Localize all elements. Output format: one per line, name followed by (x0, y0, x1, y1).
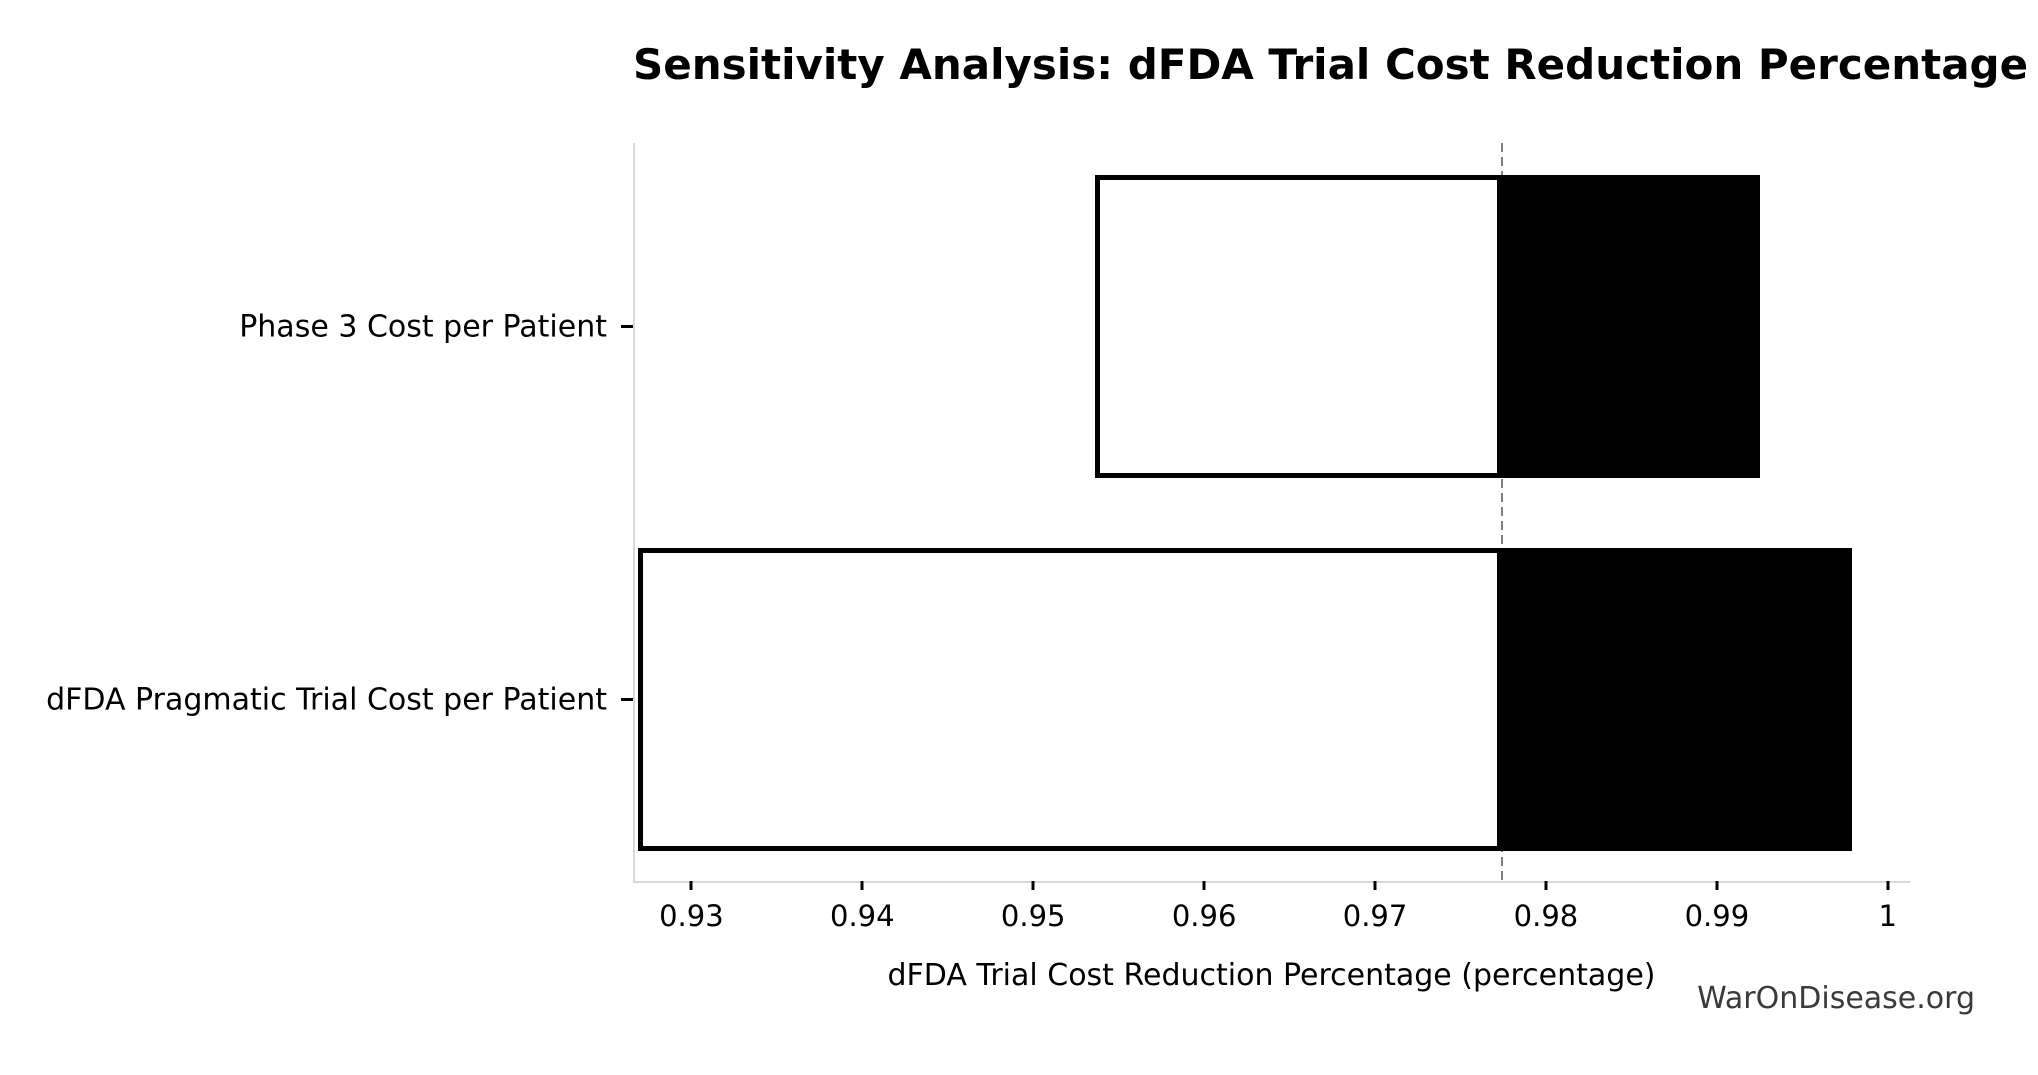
bar-high-segment (1501, 175, 1760, 478)
x-tick-label: 0.97 (1342, 899, 1408, 933)
bar-high-segment (1501, 548, 1852, 851)
plot-area: 0.93 0.94 0.95 0.96 0.97 0.98 0.99 1 (621, 143, 1910, 933)
x-axis-ticks: 0.93 0.94 0.95 0.96 0.97 0.98 0.99 1 (635, 143, 1910, 933)
x-tick-mark (1715, 881, 1719, 890)
y-tick-mark (621, 325, 633, 328)
y-category-label: dFDA Pragmatic Trial Cost per Patient (46, 682, 607, 717)
x-tick-mark (1031, 881, 1035, 890)
x-tick-label: 0.98 (1513, 899, 1579, 933)
x-tick-mark (1373, 881, 1377, 890)
x-tick-label: 0.93 (659, 899, 724, 933)
x-tick-label: 0.94 (830, 899, 895, 933)
x-tick-mark (1886, 881, 1890, 890)
watermark-text: WarOnDisease.org (1697, 981, 1975, 1016)
x-tick-mark (689, 881, 693, 890)
x-tick-label: 0.96 (1171, 899, 1237, 933)
y-tick-mark (621, 698, 633, 701)
y-category-label: Phase 3 Cost per Patient (239, 309, 607, 344)
chart-title: Sensitivity Analysis: dFDA Trial Cost Re… (633, 40, 2029, 89)
x-tick-label: 0.95 (1000, 899, 1066, 933)
x-tick-mark (1544, 881, 1548, 890)
bar-low-segment (638, 548, 1502, 851)
x-axis-label: dFDA Trial Cost Reduction Percentage (pe… (887, 958, 1656, 993)
baseline-dashed-line (1500, 143, 1503, 881)
bar-low-segment (1094, 175, 1502, 478)
x-tick-mark (860, 881, 864, 890)
x-tick-mark (1202, 881, 1206, 890)
x-tick-label: 1 (1878, 899, 1898, 933)
x-tick-label: 0.99 (1684, 899, 1750, 933)
